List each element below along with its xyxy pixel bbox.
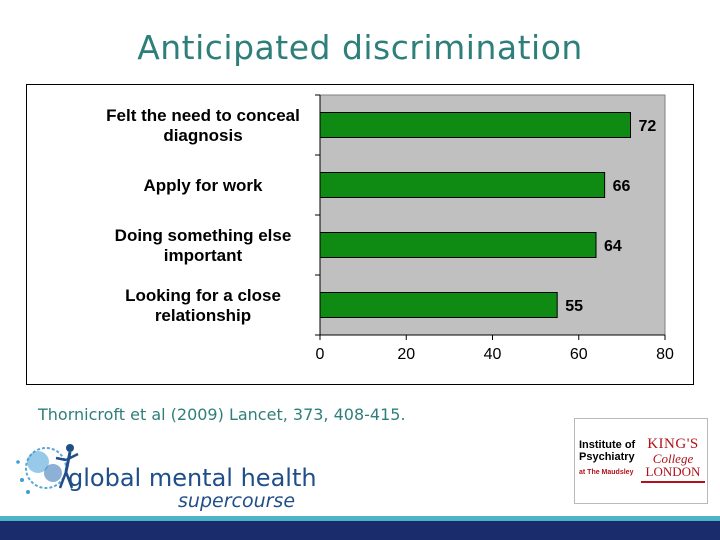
data-label: 66: [613, 178, 631, 195]
bar: [319, 112, 631, 138]
category-label-line: diagnosis: [163, 126, 242, 145]
bar: [319, 292, 558, 318]
global-mental-health-logo: global mental health supercourse: [8, 432, 338, 514]
slide-title: Anticipated discrimination: [137, 28, 583, 67]
chart-frame: 0 20 40 60 80 72 Felt the need to conceal diagn…: [26, 84, 694, 385]
x-tick-label: 60: [570, 346, 588, 363]
kings-line1: KING'S: [647, 436, 699, 452]
category-label-line: important: [164, 246, 243, 265]
x-tick-label: 80: [656, 346, 674, 363]
x-tick-label: 40: [484, 346, 502, 363]
category-label-line: relationship: [155, 306, 251, 325]
data-label: 55: [565, 298, 583, 315]
institute-subtitle: at The Maudsley: [579, 469, 634, 476]
footer-bar: [0, 521, 720, 540]
gmh-logo-line1: global mental health: [68, 464, 317, 492]
category-label-line: Doing something else: [115, 226, 292, 245]
category-label: Doing something else important: [115, 226, 292, 265]
category-label: Apply for work: [143, 176, 263, 195]
citation: Thornicroft et al (2009) Lancet, 373, 40…: [38, 405, 406, 424]
institute-logo-box: Institute of Psychiatry at The Maudsley …: [574, 418, 708, 504]
kings-rule: [641, 481, 705, 483]
data-label: 72: [639, 118, 657, 135]
institute-name-line1: Institute of: [579, 439, 636, 451]
globe-figure-icon: [16, 444, 79, 494]
institute-name-line2: Psychiatry: [579, 451, 635, 463]
category-label-line: Apply for work: [143, 176, 263, 195]
footer-accent-bar: [0, 516, 720, 521]
gmh-logo-line2: supercourse: [178, 490, 296, 512]
kings-line3: LONDON: [645, 464, 701, 479]
kings-college-logo: KING'S College LONDON: [641, 437, 705, 479]
category-label: Looking for a close relationship: [125, 286, 281, 325]
category-label: Felt the need to conceal diagnosis: [106, 106, 300, 145]
bar: [319, 232, 597, 258]
category-label-line: Looking for a close: [125, 286, 281, 305]
kings-line2: College: [652, 451, 694, 466]
data-label: 64: [604, 238, 622, 255]
x-tick-label: 20: [397, 346, 415, 363]
x-tick-label: 0: [316, 346, 325, 363]
bar-chart: 0 20 40 60 80 72 Felt the need to conceal diagn…: [106, 94, 674, 363]
bar: [319, 172, 606, 198]
institute-name: Institute of Psychiatry: [579, 439, 637, 463]
category-label-line: Felt the need to conceal: [106, 106, 300, 125]
